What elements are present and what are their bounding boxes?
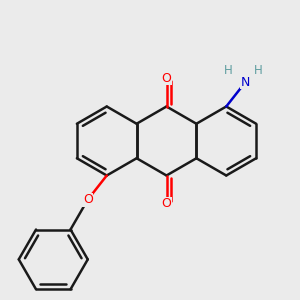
Text: H: H xyxy=(224,64,233,77)
Text: O: O xyxy=(162,72,171,85)
Text: O: O xyxy=(83,193,93,206)
Text: H: H xyxy=(254,64,263,77)
Text: N: N xyxy=(241,76,250,89)
Text: O: O xyxy=(162,197,171,210)
